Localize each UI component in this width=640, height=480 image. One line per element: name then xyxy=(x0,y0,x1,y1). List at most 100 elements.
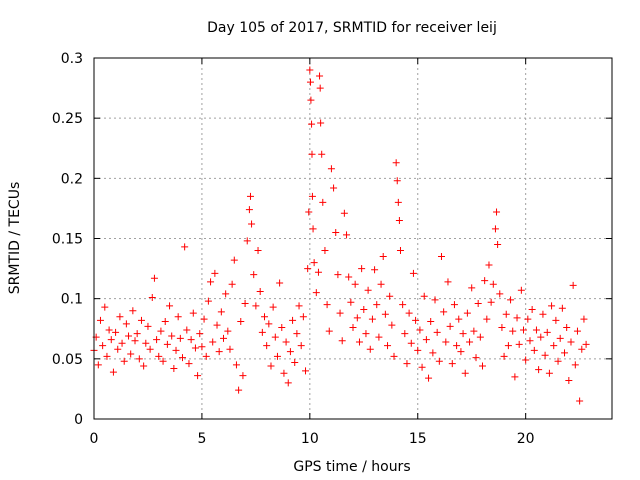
data-point xyxy=(515,340,523,348)
data-point xyxy=(522,356,530,364)
data-point xyxy=(405,309,413,317)
data-point xyxy=(307,96,315,104)
data-point xyxy=(293,330,301,338)
data-point xyxy=(308,120,316,128)
data-point xyxy=(258,328,266,336)
data-point xyxy=(256,287,264,295)
data-point xyxy=(526,337,534,345)
data-point xyxy=(580,315,588,323)
data-point xyxy=(561,349,569,357)
data-point xyxy=(573,327,581,335)
data-point xyxy=(235,386,243,394)
data-point xyxy=(381,310,389,318)
data-point xyxy=(407,339,415,347)
data-point xyxy=(364,286,372,294)
data-point xyxy=(355,338,363,346)
data-point xyxy=(578,345,586,353)
data-point xyxy=(582,340,590,348)
data-point xyxy=(509,327,517,335)
data-point xyxy=(368,315,376,323)
y-tick-label: 0.2 xyxy=(61,171,83,187)
data-point xyxy=(472,354,480,362)
data-point xyxy=(157,327,165,335)
data-point xyxy=(308,150,316,158)
data-point xyxy=(118,339,126,347)
data-point xyxy=(125,332,133,340)
data-point xyxy=(241,299,249,307)
data-point xyxy=(96,316,104,324)
data-point xyxy=(269,303,277,311)
data-point xyxy=(181,243,189,251)
data-point xyxy=(94,361,102,369)
data-point xyxy=(375,333,383,341)
data-point xyxy=(325,327,333,335)
data-point xyxy=(295,302,303,310)
data-point xyxy=(500,352,508,360)
data-point xyxy=(362,330,370,338)
data-point xyxy=(349,324,357,332)
data-point xyxy=(498,324,506,332)
data-point xyxy=(120,357,128,365)
data-point xyxy=(392,159,400,167)
data-point xyxy=(530,346,538,354)
data-point xyxy=(228,280,236,288)
data-point xyxy=(548,302,556,310)
data-point xyxy=(232,361,240,369)
data-point xyxy=(539,310,547,318)
data-point xyxy=(159,357,167,365)
data-point xyxy=(396,247,404,255)
data-point xyxy=(569,281,577,289)
data-point xyxy=(552,316,560,324)
data-point xyxy=(254,247,262,255)
data-point xyxy=(273,352,281,360)
data-point xyxy=(379,253,387,261)
x-tick-label: 10 xyxy=(301,431,319,447)
data-point xyxy=(388,321,396,329)
data-point xyxy=(107,336,115,344)
data-point xyxy=(360,305,368,313)
data-point xyxy=(280,369,288,377)
data-point xyxy=(461,369,469,377)
x-tick-label: 20 xyxy=(517,431,535,447)
data-point xyxy=(351,280,359,288)
data-point xyxy=(245,206,253,214)
data-point xyxy=(481,277,489,285)
x-axis-label: GPS time / hours xyxy=(293,459,410,475)
data-point xyxy=(345,273,353,281)
data-point xyxy=(390,352,398,360)
data-point xyxy=(265,320,273,328)
data-point xyxy=(520,326,528,334)
data-point xyxy=(420,292,428,300)
data-point xyxy=(316,84,324,92)
data-point xyxy=(267,362,275,370)
data-point xyxy=(323,301,331,309)
axis-ticks: 0 5 10 15 20 0 0.05 0.1 0.15 0.2 0.25 0.3 xyxy=(52,51,612,447)
data-point xyxy=(412,316,420,324)
y-tick-label: 0.3 xyxy=(61,51,83,67)
data-point xyxy=(148,293,156,301)
data-point xyxy=(371,266,379,274)
data-point xyxy=(282,338,290,346)
data-point xyxy=(442,338,450,346)
data-point xyxy=(502,310,510,318)
data-point xyxy=(463,309,471,317)
data-point xyxy=(170,364,178,372)
data-point xyxy=(543,328,551,336)
y-tick-label: 0.1 xyxy=(61,292,83,308)
data-point xyxy=(101,303,109,311)
data-point xyxy=(468,284,476,292)
y-tick-label: 0.25 xyxy=(52,111,83,127)
data-point xyxy=(278,324,286,332)
data-point xyxy=(163,340,171,348)
data-point xyxy=(302,367,310,375)
data-point xyxy=(127,350,135,358)
data-point xyxy=(466,338,474,346)
data-point xyxy=(332,228,340,236)
data-point xyxy=(496,290,504,298)
data-point xyxy=(168,332,176,340)
data-point xyxy=(304,265,312,273)
data-point xyxy=(448,360,456,368)
data-point xyxy=(483,315,491,323)
data-point xyxy=(532,326,540,334)
data-point xyxy=(384,342,392,350)
